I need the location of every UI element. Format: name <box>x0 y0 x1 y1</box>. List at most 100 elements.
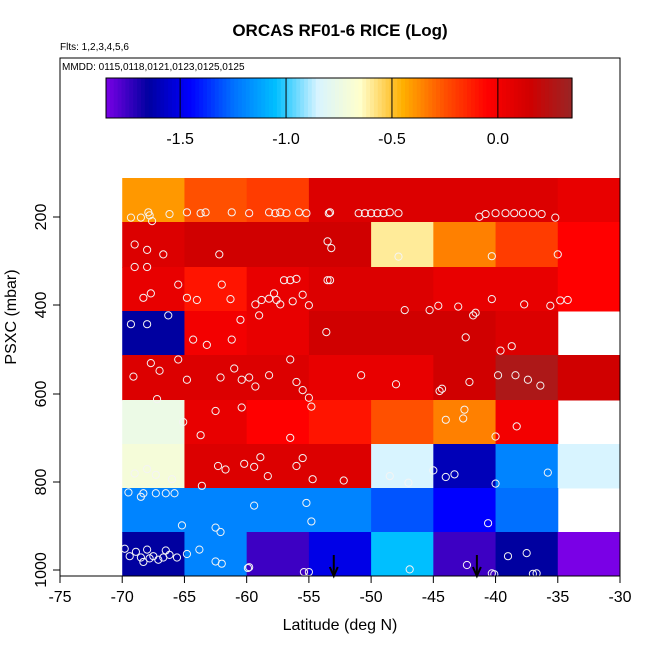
observation-point <box>152 395 162 404</box>
colorbar-segment <box>284 78 290 118</box>
heatmap-cell <box>557 178 621 223</box>
observation-point <box>201 208 210 217</box>
observation-point <box>429 466 438 475</box>
colorbar-segment <box>269 78 274 118</box>
colorbar-segment <box>172 78 177 118</box>
colorbar-segment <box>416 78 422 118</box>
colorbar-segment <box>405 78 410 118</box>
observation-point <box>167 475 177 484</box>
observation-point <box>151 489 160 498</box>
observation-point <box>182 293 192 302</box>
x-tick-label: -55 <box>297 589 320 606</box>
observation-point <box>227 335 236 344</box>
observation-point <box>136 553 145 562</box>
heatmap-cell <box>557 532 621 577</box>
observation-point <box>139 557 148 567</box>
observation-point <box>465 377 474 387</box>
observation-point <box>177 521 187 530</box>
observation-point <box>404 478 413 487</box>
observation-point <box>189 335 198 344</box>
observation-point <box>405 565 414 574</box>
heatmap-cell <box>308 488 372 533</box>
colorbar-segment <box>556 78 561 118</box>
colorbar-segment <box>315 78 321 118</box>
x-tick-label: -65 <box>173 589 196 606</box>
x-tick-label: -75 <box>48 589 71 606</box>
observation-point <box>279 276 289 285</box>
observation-point <box>385 208 394 217</box>
colorbar-segment <box>443 78 449 118</box>
x-tick-label: -40 <box>484 589 507 606</box>
colorbar-segment <box>175 78 181 118</box>
colorbar-segment <box>106 78 111 118</box>
observation-point <box>523 375 533 384</box>
observation-point <box>211 523 220 532</box>
colorbar-segment <box>148 78 154 118</box>
observation-point <box>192 295 201 305</box>
colorbar-segment <box>160 78 165 118</box>
observation-point <box>196 209 205 218</box>
colorbar-segment <box>230 78 235 118</box>
observation-point <box>217 559 226 568</box>
heatmap-cell <box>495 267 559 312</box>
colorbar-segment <box>222 78 227 118</box>
heatmap-cell <box>433 488 497 533</box>
observation-point <box>216 527 225 537</box>
observation-point <box>471 308 480 317</box>
observation-point <box>271 209 280 218</box>
colorbar-segment <box>564 78 569 118</box>
observation-point <box>503 552 513 561</box>
colorbar-segment <box>253 78 259 118</box>
colorbar-segment <box>552 78 558 118</box>
heatmap-cell <box>246 532 310 577</box>
observation-point <box>143 464 152 474</box>
observation-point <box>226 295 235 304</box>
observation-point <box>174 355 183 364</box>
observation-point <box>139 293 148 302</box>
y-tick-label: 200 <box>33 204 50 231</box>
observation-point <box>354 209 363 218</box>
observation-point <box>216 373 225 382</box>
colorbar-segment <box>311 78 317 118</box>
observation-point <box>323 276 332 285</box>
colorbar-segment <box>133 78 138 118</box>
observation-point <box>518 209 528 218</box>
heatmap-cell <box>184 488 248 533</box>
observation-point <box>459 414 468 423</box>
subtitle-dates: MMDD: 0115,0118,0121,0123,0125,0125 <box>62 62 245 73</box>
observation-point <box>435 386 444 396</box>
observation-point <box>307 402 316 411</box>
colorbar-segment <box>129 78 134 118</box>
observation-point <box>237 375 246 384</box>
observation-point <box>245 563 254 572</box>
heatmap-cell <box>184 222 248 268</box>
heatmap-cell <box>246 267 310 312</box>
heatmap-cell <box>371 267 434 312</box>
observation-point <box>243 563 253 573</box>
colorbar-segment <box>525 78 530 118</box>
observation-point <box>126 320 136 329</box>
colorbar-segment <box>292 78 297 118</box>
colorbar-segment <box>304 78 309 118</box>
observation-point <box>394 209 403 218</box>
observation-point <box>511 371 520 380</box>
colorbar-segment <box>346 78 352 118</box>
heatmap-cell <box>495 311 559 356</box>
colorbar-segment <box>214 78 220 118</box>
colorbar-segment <box>265 78 270 118</box>
observation-point <box>130 262 139 272</box>
colorbar-tick-label: -0.5 <box>378 131 406 148</box>
heatmap-cell <box>308 311 372 356</box>
observation-point <box>276 208 285 217</box>
heatmap-cell <box>371 532 434 577</box>
colorbar-segment <box>238 78 243 118</box>
observation-point <box>264 208 274 217</box>
observation-point <box>551 213 560 222</box>
observation-point <box>151 470 160 479</box>
colorbar-segment <box>191 78 196 118</box>
observation-point <box>131 547 141 556</box>
observation-point <box>286 276 295 285</box>
colorbar-segment <box>140 78 146 118</box>
observation-point <box>196 431 205 440</box>
observation-point <box>124 488 133 497</box>
